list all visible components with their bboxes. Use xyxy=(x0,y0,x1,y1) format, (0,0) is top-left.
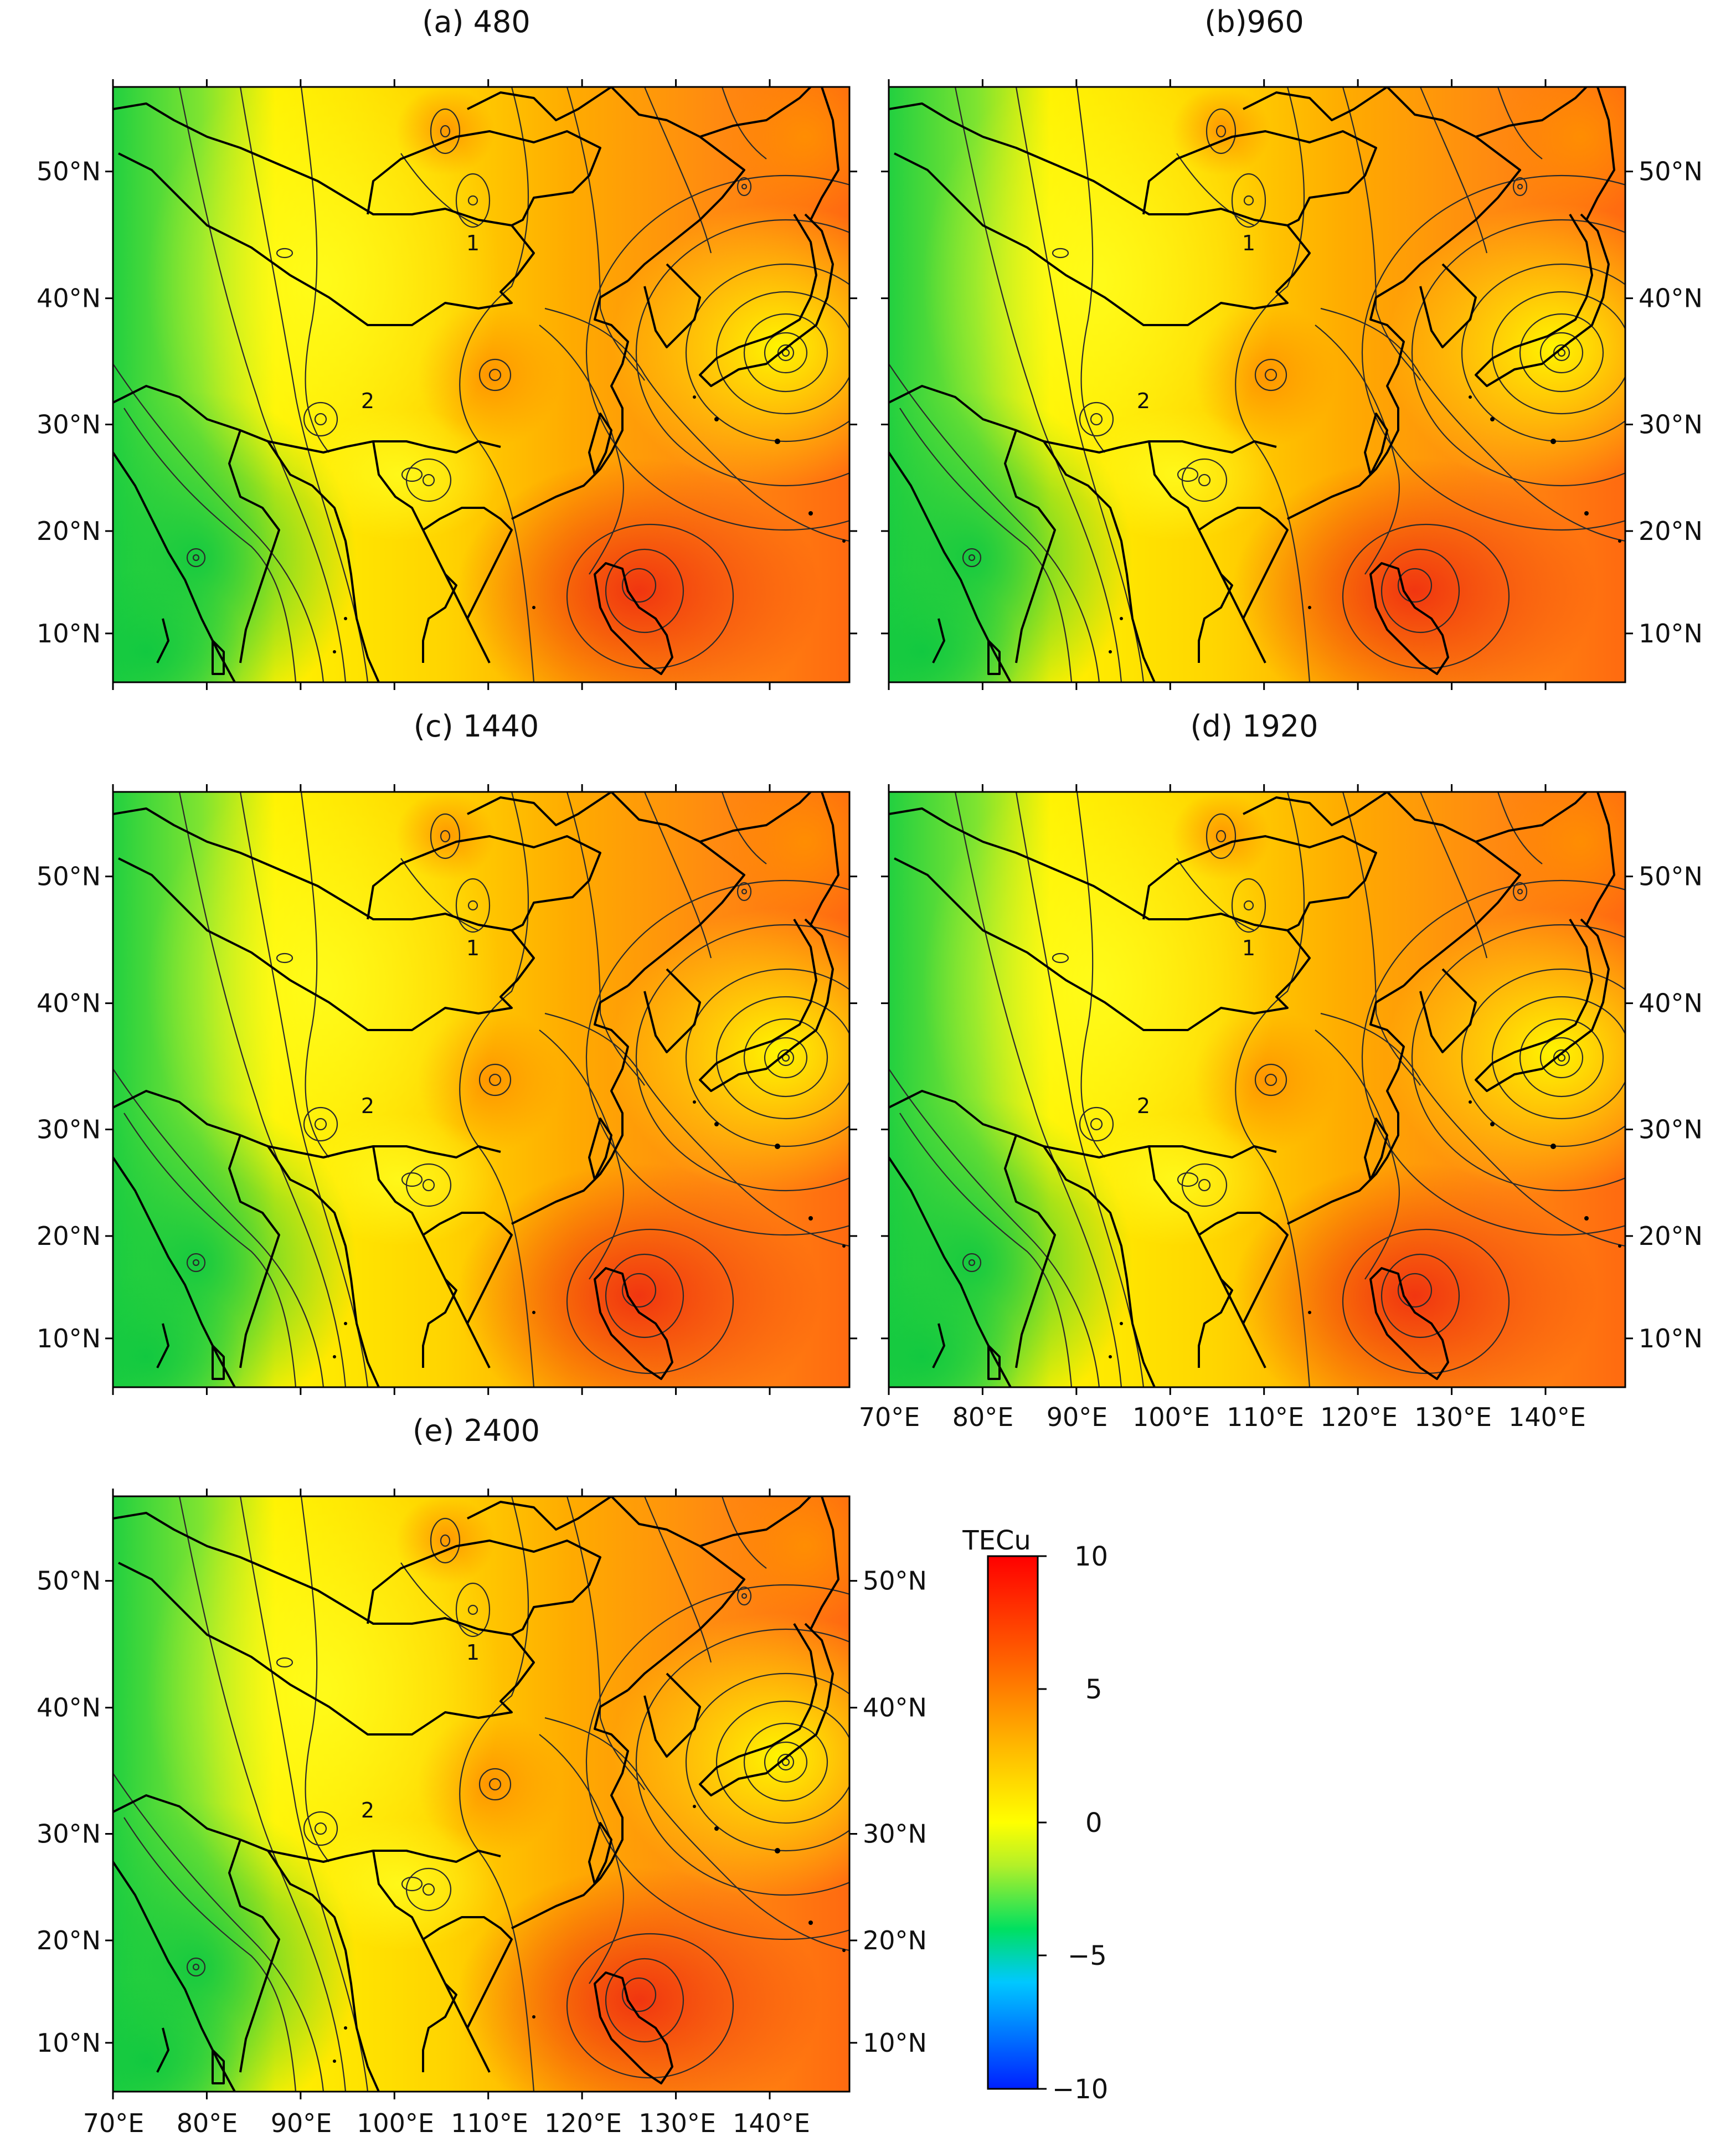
lon-tick: 110°E xyxy=(451,2108,528,2138)
map-frame xyxy=(112,1495,851,2093)
lon-tick: 90°E xyxy=(1047,1402,1108,1432)
lat-tick: 30°N xyxy=(863,1819,927,1849)
lat-tick: 40°N xyxy=(1639,988,1703,1018)
lat-tick: 20°N xyxy=(37,1925,101,1955)
lat-tick: 20°N xyxy=(1639,516,1703,546)
contour-label: 2 xyxy=(361,1094,374,1118)
contour-label: 1 xyxy=(466,936,480,960)
panel-title: (e) 2400 xyxy=(413,1413,540,1448)
lat-tick: 20°N xyxy=(1639,1221,1703,1251)
lat-tick: 10°N xyxy=(1639,619,1703,648)
panel-title: (a) 480 xyxy=(422,4,530,39)
contour-label: 2 xyxy=(1137,389,1150,413)
tec-field-map: 12 xyxy=(113,1496,849,2092)
lat-tick: 30°N xyxy=(1639,410,1703,440)
lat-tick: 30°N xyxy=(37,1819,101,1849)
colorbar-tick: −10 xyxy=(1052,2074,1108,2105)
lon-tick: 120°E xyxy=(1320,1402,1398,1432)
contour-label: 1 xyxy=(1242,936,1255,960)
lon-tick: 140°E xyxy=(1508,1402,1586,1432)
lat-tick: 50°N xyxy=(37,157,101,187)
lat-tick: 50°N xyxy=(863,1566,927,1596)
lon-tick: 80°E xyxy=(952,1402,1014,1432)
lon-tick: 70°E xyxy=(859,1402,920,1432)
contour-label: 1 xyxy=(466,1640,480,1665)
lon-tick: 130°E xyxy=(638,2108,716,2138)
lat-tick: 30°N xyxy=(1639,1115,1703,1145)
lat-tick: 20°N xyxy=(863,1925,927,1955)
lat-tick: 10°N xyxy=(37,2028,101,2058)
colorbar: TECu 10 5 0 −5 −10 xyxy=(962,1525,1108,2105)
lat-tick: 50°N xyxy=(37,1566,101,1596)
lon-tick: 70°E xyxy=(83,2108,145,2138)
lon-tick: 110°E xyxy=(1227,1402,1304,1432)
colorbar-tick: 5 xyxy=(1085,1674,1103,1705)
panel-title: (d) 1920 xyxy=(1190,709,1318,744)
map-frame xyxy=(888,791,1626,1388)
lon-ticks-row-e: 70°E 80°E 90°E 100°E 110°E 120°E 130°E 1… xyxy=(83,2108,810,2138)
lat-tick: 10°N xyxy=(863,2028,927,2058)
lat-tick: 20°N xyxy=(37,1221,101,1251)
tec-field-map: 12 xyxy=(113,87,849,682)
lat-tick: 10°N xyxy=(37,619,101,648)
lat-tick: 30°N xyxy=(37,1115,101,1145)
lat-tick: 40°N xyxy=(1639,284,1703,313)
colorbar-unit-label: TECu xyxy=(962,1525,1031,1556)
lon-tick: 120°E xyxy=(544,2108,622,2138)
lon-tick: 100°E xyxy=(1132,1402,1210,1432)
lat-tick: 50°N xyxy=(37,862,101,892)
lat-tick: 10°N xyxy=(1639,1324,1703,1353)
map-frame xyxy=(112,86,851,683)
contour-label: 1 xyxy=(466,231,480,255)
lon-tick: 130°E xyxy=(1414,1402,1492,1432)
colorbar-tick: 10 xyxy=(1074,1541,1108,1572)
panel-layer: (a) 4801250°N40°N30°N20°N10°N(b)9601250°… xyxy=(37,4,1703,2099)
panel-title: (c) 1440 xyxy=(414,709,539,744)
map-frame xyxy=(112,791,851,1388)
tec-field-map: 12 xyxy=(889,87,1625,682)
lat-tick: 40°N xyxy=(37,988,101,1018)
colorbar-gradient xyxy=(987,1555,1039,2090)
panel-title: (b)960 xyxy=(1204,4,1304,39)
contour-label: 1 xyxy=(1242,231,1255,255)
lon-tick: 140°E xyxy=(733,2108,810,2138)
contour-label: 2 xyxy=(361,1798,374,1822)
colorbar-tick: −5 xyxy=(1068,1940,1107,1971)
lat-tick: 10°N xyxy=(37,1324,101,1353)
lat-tick: 50°N xyxy=(1639,862,1703,892)
lon-tick: 80°E xyxy=(177,2108,238,2138)
lat-tick: 30°N xyxy=(37,410,101,440)
lat-tick: 40°N xyxy=(863,1693,927,1723)
contour-label: 2 xyxy=(361,389,374,413)
contour-label: 2 xyxy=(1137,1094,1150,1118)
colorbar-tick: 0 xyxy=(1085,1808,1103,1839)
lon-ticks-row-d: 70°E 80°E 90°E 100°E 110°E 120°E 130°E 1… xyxy=(859,1402,1586,1432)
lat-tick: 40°N xyxy=(37,1693,101,1723)
lon-tick: 90°E xyxy=(271,2108,332,2138)
lat-tick: 50°N xyxy=(1639,157,1703,187)
map-frame xyxy=(888,86,1626,683)
lon-tick: 100°E xyxy=(357,2108,434,2138)
tec-field-map: 12 xyxy=(113,792,849,1387)
lat-tick: 40°N xyxy=(37,284,101,313)
tec-field-map: 12 xyxy=(889,792,1625,1387)
lat-tick: 20°N xyxy=(37,516,101,546)
